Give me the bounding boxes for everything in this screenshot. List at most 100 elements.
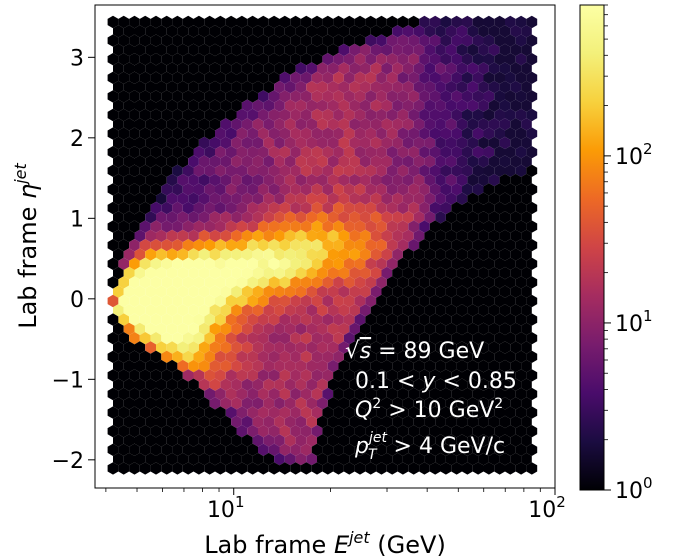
hexbin-cell	[317, 80, 328, 94]
hexbin-cell	[145, 136, 156, 150]
hexbin-cell	[145, 43, 156, 57]
hexbin-cell	[435, 173, 446, 187]
hexbin-cell	[317, 397, 328, 410]
hexbin-cell	[252, 43, 264, 57]
hexbin-cell	[193, 313, 205, 326]
hexbin-cell	[526, 239, 538, 252]
hexbin-cell	[252, 99, 264, 112]
hexbin-cell	[166, 211, 178, 224]
hexbin-cell	[381, 248, 393, 261]
hexbin-cell	[204, 332, 215, 345]
hexbin-cell	[118, 239, 130, 252]
hexbin-cell	[107, 332, 119, 345]
hexbin-cell	[258, 53, 269, 66]
hexbin-cell	[300, 183, 312, 196]
hexbin-cell	[311, 406, 323, 419]
hexbin-cell	[306, 136, 317, 150]
colorbar-tick-label: 102	[615, 140, 653, 170]
hexbin-cell	[408, 406, 420, 419]
hexbin-cell	[172, 220, 183, 233]
hexbin-cell	[182, 90, 194, 103]
hexbin-cell	[333, 164, 344, 177]
hexbin-cell	[177, 99, 189, 112]
hexbin-cell	[445, 341, 457, 354]
hexbin-cell	[247, 276, 258, 289]
hexbin-cell	[134, 341, 146, 354]
hexbin-cell	[172, 53, 183, 66]
hexbin-cell	[483, 387, 495, 401]
hexbin-cell	[231, 80, 242, 94]
hexbin-cell	[252, 285, 264, 298]
hexbin-cell	[220, 229, 232, 243]
hexbin-cell	[166, 173, 178, 187]
hexbin-cell	[241, 322, 253, 336]
hexbin-cell	[515, 201, 527, 215]
hexbin-cell	[376, 406, 387, 419]
hexbin-cell	[145, 99, 156, 112]
hexbin-cell	[338, 229, 350, 243]
hexbin-cell	[370, 62, 382, 75]
hexbin-cell	[462, 90, 473, 103]
hexbin-cell	[343, 239, 355, 252]
hexbin-cell	[435, 434, 446, 447]
hexbin-cell	[118, 369, 130, 382]
hexbin-cell	[107, 406, 119, 419]
hexbin-cell	[440, 183, 452, 196]
hexbin-cell	[177, 62, 189, 75]
hexbin-cell	[107, 90, 119, 103]
hexbin-cell	[322, 146, 334, 159]
hexbin-cell	[419, 406, 430, 419]
hexbin-cell	[188, 341, 199, 354]
hexbin-cell	[182, 350, 194, 363]
hexbin-cell	[215, 406, 226, 419]
hexbin-cell	[397, 201, 409, 215]
hexbin-cell	[129, 276, 140, 289]
hexbin-cell	[349, 118, 360, 131]
hexbin-cell	[263, 229, 275, 243]
hexbin-cell	[215, 462, 226, 475]
hexbin-cell	[408, 350, 420, 363]
hexbin-cell	[123, 80, 135, 94]
hexbin-cell	[408, 239, 420, 252]
hexbin-cell	[333, 387, 344, 401]
hexbin-cell	[258, 462, 269, 475]
hexbin-cell	[279, 387, 291, 401]
hexbin-cell	[145, 266, 156, 280]
hexbin-cell	[182, 387, 194, 401]
hexbin-cell	[295, 378, 307, 391]
hexbin-cell	[134, 266, 146, 280]
hexbin-cell	[483, 294, 495, 308]
hexbin-cell	[193, 201, 205, 215]
hexbin-cell	[456, 304, 468, 317]
hexbin-cell	[295, 359, 307, 373]
hexbin-cell	[386, 53, 398, 66]
hexbin-cell	[107, 276, 119, 289]
hexbin-cell	[505, 71, 516, 84]
hexbin-cell	[311, 146, 323, 159]
hexbin-cell	[113, 322, 124, 336]
hexbin-cell	[462, 276, 473, 289]
hexbin-cell	[424, 99, 436, 112]
hexbin-cell	[435, 415, 446, 429]
hexbin-cell	[311, 332, 323, 345]
hexbin-cell	[467, 397, 479, 410]
hexbin-cell	[499, 397, 511, 410]
hexbin-cell	[467, 415, 479, 429]
hexbin-cell	[472, 146, 484, 159]
hexbin-cell	[429, 294, 441, 308]
hexbin-cell	[451, 387, 462, 401]
hexbin-cell	[209, 155, 221, 168]
hexbin-cell	[429, 201, 441, 215]
hexbin-cell	[435, 155, 446, 168]
hexbin-cell	[263, 341, 275, 354]
hexbin-cell	[118, 201, 130, 215]
hexbin-cell	[510, 397, 522, 410]
hexbin-cell	[182, 53, 194, 66]
hexbin-cell	[429, 369, 441, 382]
hexbin-cell	[456, 359, 468, 373]
hexbin-cell	[268, 387, 280, 401]
hexbin-cell	[279, 443, 291, 456]
hexbin-cell	[220, 136, 232, 150]
hexbin-cell	[188, 248, 199, 261]
hexbin-cell	[134, 43, 146, 57]
